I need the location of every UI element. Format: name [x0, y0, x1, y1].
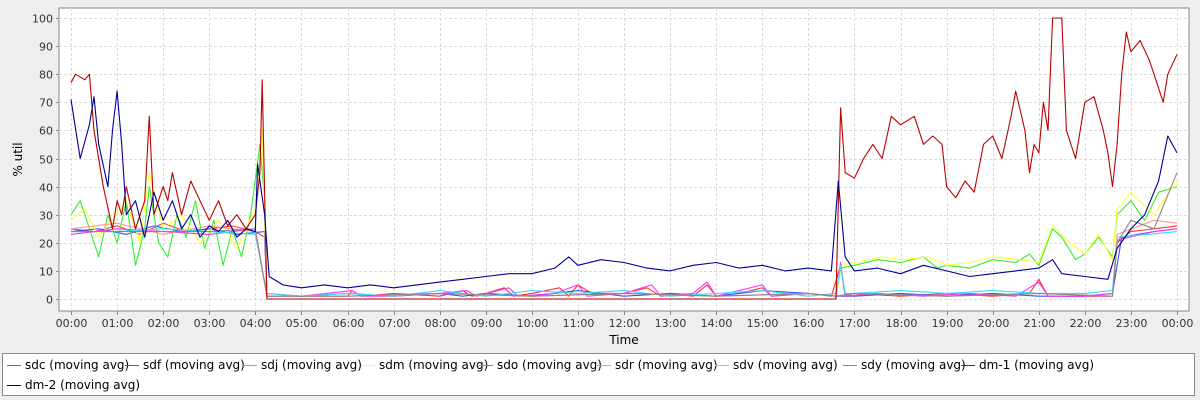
- x-tick-label: 00:00: [1162, 317, 1194, 330]
- x-tick-label: 16:00: [793, 317, 825, 330]
- y-tick-label: 50: [39, 154, 53, 167]
- legend-item-sdc: sdc (moving avg): [7, 358, 129, 372]
- x-tick-label: 07:00: [379, 317, 411, 330]
- legend-swatch: [843, 364, 857, 366]
- x-tick-label: 05:00: [286, 317, 318, 330]
- x-tick-label: 23:00: [1116, 317, 1148, 330]
- legend-item-dm-1: dm-1 (moving avg): [961, 358, 1094, 372]
- series-line-sdy: [71, 172, 1178, 297]
- y-axis-title: % util: [11, 142, 25, 176]
- legend-label: sdc (moving avg): [25, 358, 130, 372]
- x-tick-label: 09:00: [471, 317, 503, 330]
- x-tick-label: 03:00: [194, 317, 226, 330]
- x-tick-label: 15:00: [747, 317, 779, 330]
- series-line-dm-1: [70, 17, 1178, 300]
- legend-item-sdr: sdr (moving avg): [597, 358, 718, 372]
- legend-label: sdo (moving avg): [497, 358, 602, 372]
- x-tick-label: 13:00: [655, 317, 687, 330]
- x-tick-label: 18:00: [886, 317, 918, 330]
- legend-item-sdm: sdm (moving avg): [361, 358, 488, 372]
- legend-swatch: [479, 364, 493, 366]
- legend-label: dm-1 (moving avg): [979, 358, 1095, 372]
- y-tick-label: 60: [39, 125, 53, 138]
- legend-item-dm-2: dm-2 (moving avg): [7, 378, 140, 392]
- y-tick-label: 80: [39, 69, 53, 82]
- x-tick-label: 00:00: [56, 317, 88, 330]
- x-tick-label: 21:00: [1024, 317, 1056, 330]
- y-tick-label: 10: [39, 266, 53, 279]
- legend-label: dm-2 (moving avg): [25, 378, 141, 392]
- x-tick-label: 10:00: [517, 317, 549, 330]
- legend-swatch: [7, 364, 21, 366]
- x-tick-label: 02:00: [148, 317, 180, 330]
- legend-label: sdm (moving avg): [379, 358, 489, 372]
- x-tick-label: 01:00: [102, 317, 134, 330]
- x-tick-label: 12:00: [609, 317, 641, 330]
- x-tick-label: 22:00: [1070, 317, 1102, 330]
- legend-swatch: [961, 364, 975, 366]
- x-tick-label: 19:00: [932, 317, 964, 330]
- legend-swatch: [125, 364, 139, 366]
- x-axis-title: Time: [608, 333, 638, 347]
- y-tick-label: 0: [46, 294, 53, 307]
- legend-swatch: [597, 364, 611, 366]
- x-tick-label: 04:00: [240, 317, 272, 330]
- chart-svg: 0 10 20 30 40 50 60 70 80 90 100 00:00 01:00 02:00 03:…: [11, 7, 1194, 347]
- legend-label: sdv (moving avg): [733, 358, 838, 372]
- y-tick-label: 70: [39, 97, 53, 110]
- y-tick-label: 100: [32, 13, 53, 26]
- legend-label: sdy (moving avg): [861, 358, 966, 372]
- x-tick-label: 11:00: [563, 317, 595, 330]
- legend-swatch: [715, 364, 729, 366]
- legend-item-sdj: sdj (moving avg): [243, 358, 362, 372]
- legend-item-sdf: sdf (moving avg): [125, 358, 245, 372]
- legend-item-sdo: sdo (moving avg): [479, 358, 602, 372]
- legend-item-sdy: sdy (moving avg): [843, 358, 966, 372]
- legend-swatch: [7, 384, 21, 386]
- x-tick-label: 17:00: [839, 317, 871, 330]
- y-tick-label: 20: [39, 238, 53, 251]
- legend-swatch: [243, 364, 257, 366]
- y-tick-label: 40: [39, 182, 53, 195]
- x-tick-label: 20:00: [978, 317, 1010, 330]
- legend: sdc (moving avg) sdf (moving avg) sdj (mov…: [2, 353, 1195, 396]
- legend-item-sdv: sdv (moving avg): [715, 358, 838, 372]
- legend-label: sdf (moving avg): [143, 358, 245, 372]
- chart-area: 0 10 20 30 40 50 60 70 80 90 100 00:00 01:00 02:00 03:…: [11, 7, 1194, 347]
- y-tick-label: 30: [39, 210, 53, 223]
- x-tick-label: 08:00: [425, 317, 457, 330]
- legend-label: sdr (moving avg): [615, 358, 718, 372]
- x-tick-label: 06:00: [333, 317, 365, 330]
- series-line-sdo: [70, 228, 1178, 297]
- legend-swatch: [361, 364, 375, 366]
- legend-label: sdj (moving avg): [261, 358, 362, 372]
- series-line-dm-2: [70, 90, 1178, 289]
- x-tick-label: 14:00: [701, 317, 733, 330]
- series-group: [70, 17, 1178, 300]
- y-tick-label: 90: [39, 41, 53, 54]
